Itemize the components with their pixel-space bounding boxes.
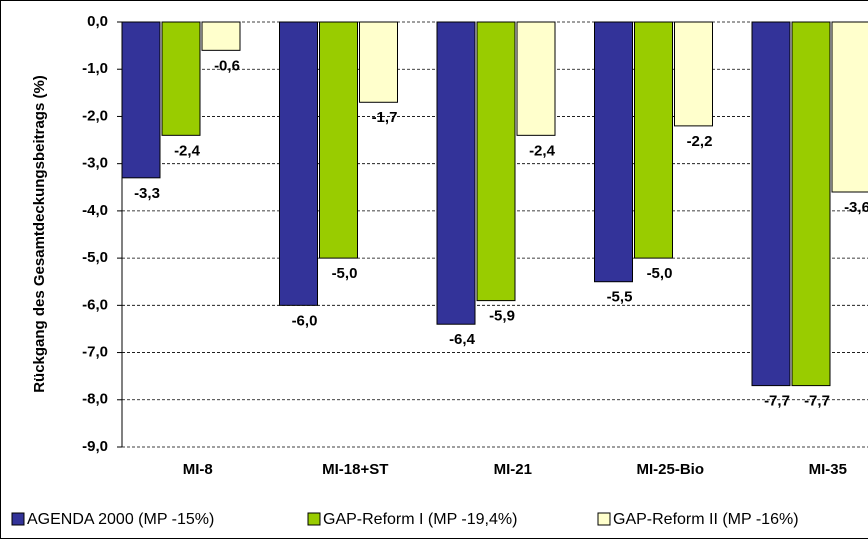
legend-label: GAP-Reform II (MP -16%) (613, 511, 799, 528)
bar (791, 21, 831, 387)
x-tick-label: MI-18+ST (322, 461, 388, 478)
x-tick-label: MI-21 (494, 461, 532, 478)
data-label: -6,0 (292, 312, 318, 329)
bar (634, 21, 673, 259)
bar (436, 21, 476, 325)
data-label: -3,3 (134, 185, 160, 202)
legend-swatch (597, 512, 611, 526)
data-label: -7,7 (764, 393, 790, 410)
legend-swatch (307, 512, 321, 526)
legend-label: GAP-Reform I (MP -19,4%) (323, 511, 517, 528)
data-label: -5,0 (332, 265, 358, 282)
legend-swatch (11, 512, 25, 526)
data-label: -5,5 (607, 289, 633, 306)
bar (161, 21, 201, 136)
y-axis-title: Rückgang des Gesamtdeckungsbeitrags (%) (31, 75, 48, 393)
plot-area: MI-8 MI-18+ST MI-21 MI-25-Bio MI-35 -3,3 -6,0 -… (121, 21, 868, 478)
y-tick-label: -2,0 (82, 107, 108, 124)
y-tick-label: -5,0 (82, 249, 108, 266)
bar (594, 21, 633, 283)
bar (319, 21, 358, 259)
y-tick-label: -8,0 (82, 391, 108, 408)
bar (201, 21, 241, 51)
data-label: -2,4 (174, 142, 201, 159)
data-label: -5,0 (647, 265, 673, 282)
data-label: -3,6 (844, 199, 868, 216)
data-label: -6,4 (449, 331, 476, 348)
y-tick-label: -6,0 (82, 296, 108, 313)
bar (121, 21, 161, 179)
data-label: -2,2 (687, 133, 713, 150)
y-tick-label: -3,0 (82, 155, 108, 172)
bar (476, 21, 516, 302)
bar (751, 21, 791, 387)
data-label: -0,6 (214, 57, 240, 74)
y-tick-label: -9,0 (82, 438, 108, 455)
x-tick-label: MI-35 (809, 461, 847, 478)
y-tick-label: 0,0 (87, 13, 108, 30)
legend-label: AGENDA 2000 (MP -15%) (27, 511, 214, 528)
data-label: -1,7 (372, 109, 398, 126)
data-label: -5,9 (489, 308, 515, 325)
data-label: -2,4 (529, 142, 556, 159)
x-tick-label: MI-25-Bio (637, 461, 705, 478)
bar (359, 21, 398, 103)
bar (674, 21, 713, 127)
y-tick-label: -4,0 (82, 202, 108, 219)
data-label: -7,7 (804, 393, 830, 410)
x-tick-label: MI-8 (183, 461, 213, 478)
y-tick-label: -7,0 (82, 344, 108, 361)
bar (279, 21, 318, 306)
bar (516, 21, 556, 136)
bar (831, 21, 868, 193)
y-tick-label: -1,0 (82, 60, 108, 77)
